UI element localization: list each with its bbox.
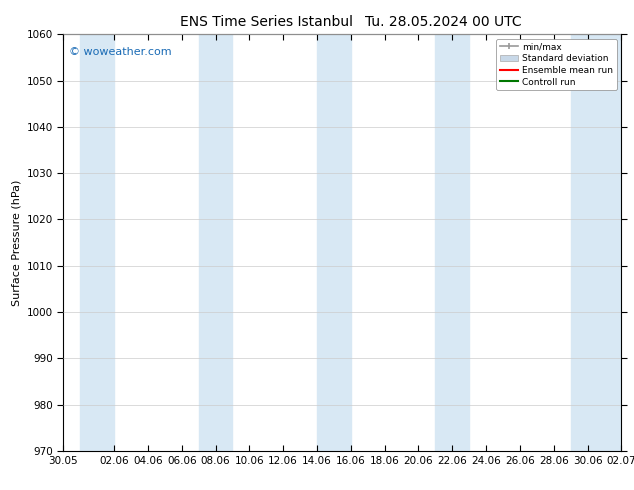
Y-axis label: Surface Pressure (hPa): Surface Pressure (hPa) — [11, 179, 21, 306]
Bar — [198, 34, 233, 451]
Text: © woweather.com: © woweather.com — [69, 47, 172, 57]
Bar — [571, 34, 621, 451]
Bar — [317, 34, 351, 451]
Legend: min/max, Standard deviation, Ensemble mean run, Controll run: min/max, Standard deviation, Ensemble me… — [496, 39, 617, 90]
Bar — [436, 34, 469, 451]
Text: ENS Time Series Istanbul: ENS Time Series Istanbul — [180, 15, 353, 29]
Text: Tu. 28.05.2024 00 UTC: Tu. 28.05.2024 00 UTC — [365, 15, 522, 29]
Bar — [81, 34, 114, 451]
